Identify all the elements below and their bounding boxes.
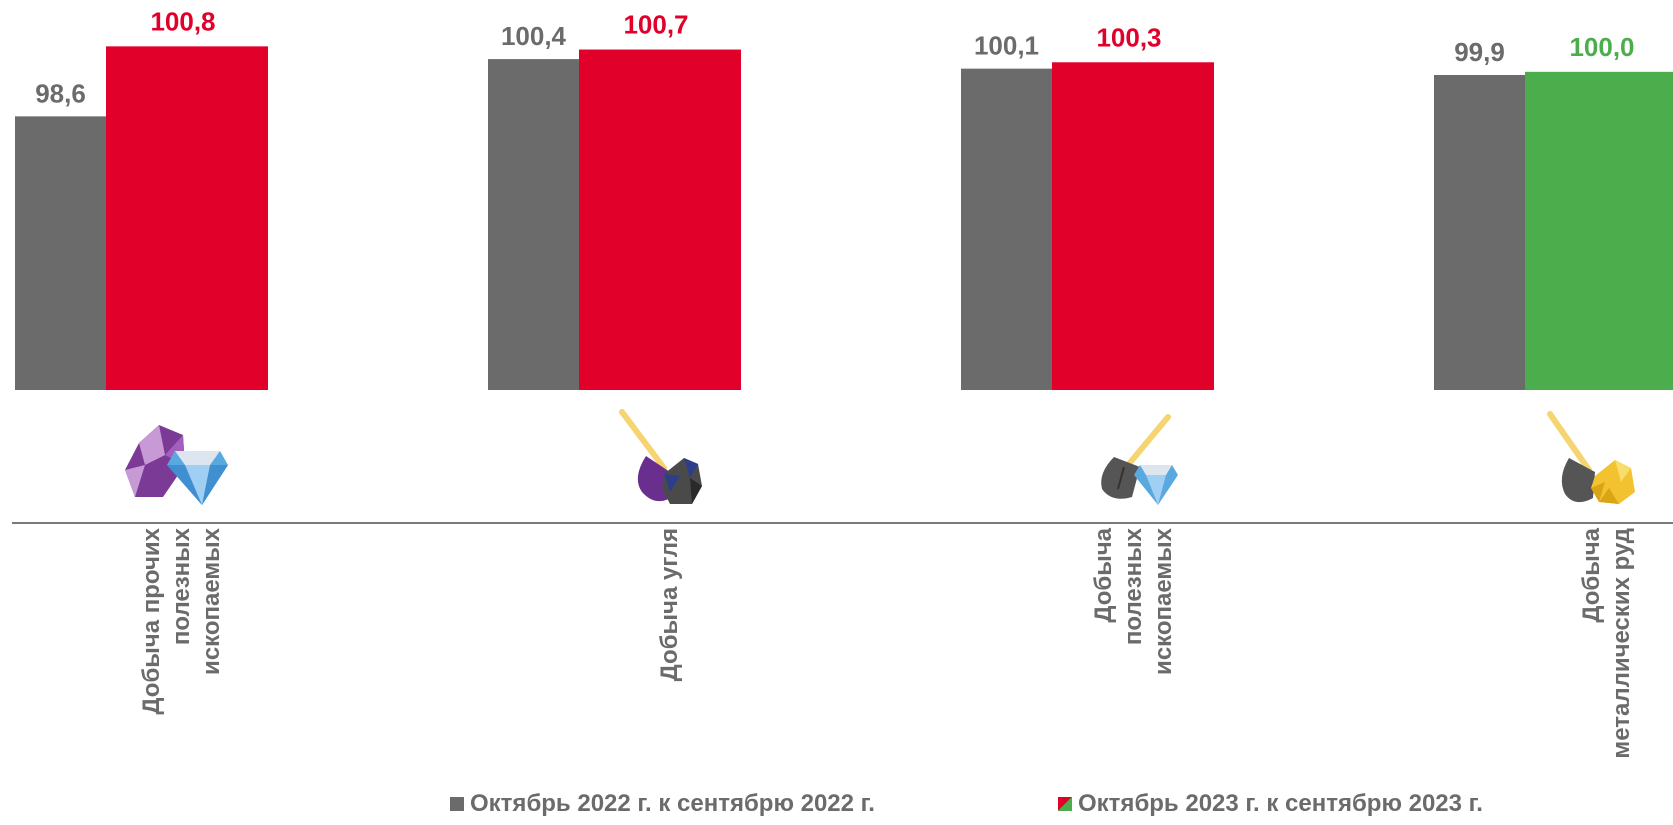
category-label-line: Добыча — [1090, 527, 1117, 622]
data-label-2022-4: 99,9 — [1454, 37, 1505, 67]
shovel-gold-ore-icon — [1547, 411, 1635, 504]
category-label-line: металлических руд — [1608, 528, 1635, 759]
gem-stones-icon — [125, 425, 228, 505]
category-label-3: Добыча полезных ископаемых — [1090, 527, 1177, 675]
category-label-1: Добыча прочих полезных ископаемых — [138, 527, 225, 714]
data-label-2023-1: 100,8 — [150, 6, 215, 36]
category-label-line: Добыча угля — [656, 528, 683, 681]
data-label-2023-4: 100,0 — [1569, 32, 1634, 62]
category-label-line: Добыча — [1578, 527, 1605, 622]
category-label-line: полезных — [168, 527, 195, 645]
bar-2023-4 — [1525, 71, 1673, 391]
legend-swatch-gray — [450, 797, 464, 811]
data-label-2023-2: 100,7 — [623, 10, 688, 40]
bar-2023-1 — [106, 46, 268, 390]
shovel-coal-icon — [619, 409, 702, 504]
category-label-line: ископаемых — [1150, 527, 1177, 675]
category-label-line: Добыча прочих — [138, 527, 165, 714]
bar-2022-3 — [961, 68, 1052, 391]
bar-2022-4 — [1434, 75, 1525, 390]
data-label-2022-2: 100,4 — [501, 21, 567, 51]
bar-2023-3 — [1052, 62, 1214, 390]
legend-item-2022: Октябрь 2022 г. к сентябрю 2022 г. — [450, 790, 875, 818]
legend-item-2023: Октябрь 2023 г. к сентябрю 2023 г. — [1058, 790, 1483, 818]
bar-2023-2 — [579, 49, 741, 390]
category-label-line: полезных — [1120, 527, 1147, 645]
category-label-2: Добыча угля — [656, 528, 683, 681]
data-label-2023-3: 100,3 — [1096, 22, 1161, 52]
category-label-4: Добыча металлических руд — [1578, 527, 1635, 758]
legend-label: Октябрь 2023 г. к сентябрю 2023 г. — [1078, 790, 1483, 817]
data-label-2022-1: 98,6 — [35, 78, 86, 108]
bar-2022-1 — [15, 116, 106, 390]
category-label-line: ископаемых — [198, 527, 225, 675]
bar-chart: 98,6 100,8 100,4 100,7 100,1 100,3 99,9 100,0 — [12, 6, 1673, 759]
data-label-2022-3: 100,1 — [974, 31, 1039, 61]
shovel-diamond-icon — [1101, 414, 1178, 505]
bar-2022-2 — [488, 59, 579, 390]
legend-swatch-red-green — [1058, 797, 1072, 811]
legend-label: Октябрь 2022 г. к сентябрю 2022 г. — [470, 790, 875, 817]
